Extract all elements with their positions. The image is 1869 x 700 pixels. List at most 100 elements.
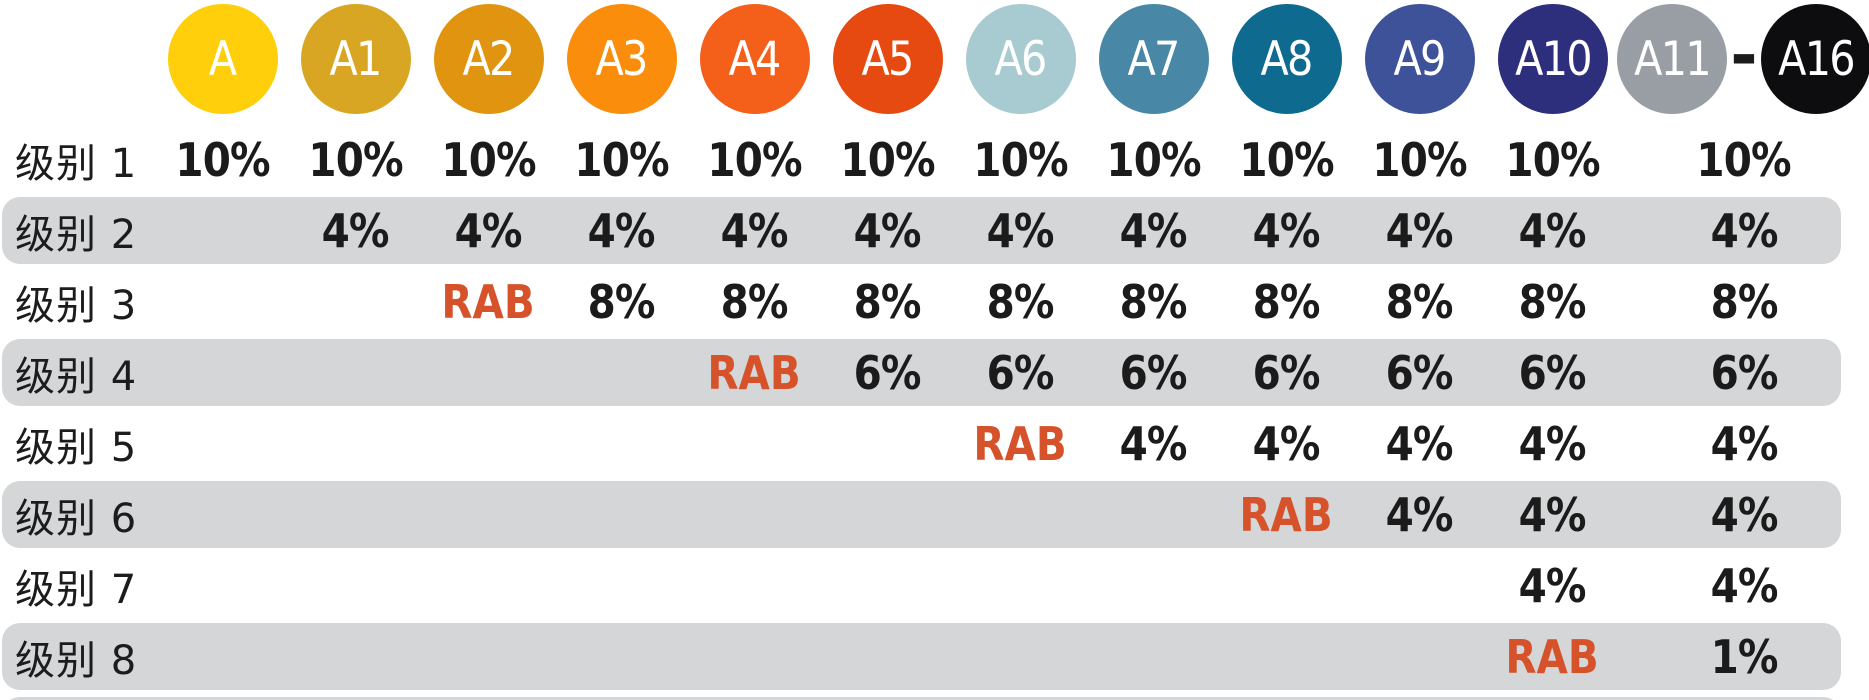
percent-value: 8% [1519, 274, 1587, 329]
percent-value: 10% [175, 132, 270, 187]
value-cell: 4% [1619, 204, 1869, 258]
tier-column-a8: A8 [1220, 4, 1353, 114]
percent-value: 10% [1505, 132, 1600, 187]
value-cell: 6% [1220, 346, 1353, 400]
tier-header: A A1 A2 A3 A4 A5 A6 A7 A8 A9 A10 A11- A16 [0, 0, 1869, 120]
table-row-level-6: 级别 6 RAB 4% 4% 4% [0, 479, 1869, 550]
rab-marker: RAB [973, 416, 1068, 471]
tier-column-a10: A10 [1486, 4, 1619, 114]
tier-column-a11-a16: A11- A16 [1617, 4, 1869, 114]
percent-value: 6% [1120, 345, 1188, 400]
value-cell: 4% [1486, 204, 1619, 258]
cropped-row-band [2, 697, 1841, 700]
percent-value: 10% [840, 132, 935, 187]
percent-value: 10% [1372, 132, 1467, 187]
value-cell: 4% [1087, 417, 1220, 471]
value-cell: 10% [1087, 133, 1220, 187]
percent-value: 6% [1710, 345, 1779, 400]
row-label-cell: 级别 1 [0, 131, 156, 189]
value-cell: RAB [1486, 630, 1619, 684]
tier-circle-a16: A16 [1760, 4, 1869, 114]
value-cell: 8% [1619, 275, 1869, 329]
percent-value: 4% [1710, 203, 1779, 258]
value-cell: 10% [1619, 133, 1869, 187]
range-dash: - [1730, 16, 1758, 94]
percent-value: 4% [1519, 558, 1587, 613]
tier-label-a4: A4 [728, 31, 782, 87]
percent-value: 1% [1710, 629, 1779, 684]
percent-value: 10% [574, 132, 669, 187]
rab-marker: RAB [441, 274, 536, 329]
rab-marker: RAB [1505, 629, 1600, 684]
table-row-level-1: 级别 1 10% 10% 10% 10% 10% 10% 10% 10% 10% 10% 10% 10% [0, 124, 1869, 195]
percent-value: 4% [1386, 203, 1454, 258]
tier-circle-a9: A9 [1364, 4, 1475, 114]
tier-circle-a8: A8 [1231, 4, 1342, 114]
value-cell: 10% [555, 133, 688, 187]
percent-value: 8% [1120, 274, 1188, 329]
value-cell: 4% [1486, 417, 1619, 471]
value-cell: 10% [422, 133, 555, 187]
table-row-level-2: 级别 2 4% 4% 4% 4% 4% 4% 4% 4% 4% 4% 4% [0, 195, 1869, 266]
value-cell: 4% [1619, 488, 1869, 542]
table-row-level-4: 级别 4 RAB 6% 6% 6% 6% 6% 6% 6% [0, 337, 1869, 408]
tier-label-a: A [209, 31, 237, 87]
percent-value: 4% [1519, 416, 1587, 471]
percent-value: 4% [1710, 487, 1779, 542]
tier-circle-a: A [167, 4, 278, 114]
percent-value: 10% [1239, 132, 1334, 187]
table-row-level-7: 级别 7 4% 4% [0, 550, 1869, 621]
percent-value: 4% [1120, 203, 1188, 258]
row-label: 级别 2 [15, 211, 138, 258]
row-label: 级别 6 [15, 495, 138, 542]
value-cell: 6% [1087, 346, 1220, 400]
percent-value: 10% [1696, 132, 1792, 187]
tier-label-a10: A10 [1514, 31, 1592, 87]
row-label: 级别 1 [15, 140, 138, 187]
tier-column-a4: A4 [688, 4, 821, 114]
percent-value: 8% [1386, 274, 1454, 329]
percent-value: 8% [987, 274, 1055, 329]
percent-value: 4% [588, 203, 656, 258]
value-cell: 4% [289, 204, 422, 258]
value-cell: 10% [289, 133, 422, 187]
tier-circle-a1: A1 [300, 4, 411, 114]
value-cell: 4% [821, 204, 954, 258]
percent-value: 6% [1519, 345, 1587, 400]
value-cell: 4% [1619, 417, 1869, 471]
table-row-level-5: 级别 5 RAB 4% 4% 4% 4% 4% [0, 408, 1869, 479]
row-label: 级别 8 [15, 637, 138, 684]
tier-circle-a4: A4 [699, 4, 810, 114]
tier-circle-a5: A5 [832, 4, 943, 114]
value-cell: RAB [422, 275, 555, 329]
tier-label-a9: A9 [1393, 31, 1447, 87]
percent-value: 4% [1710, 416, 1779, 471]
tier-label-a16: A16 [1777, 31, 1855, 87]
percent-value: 6% [1386, 345, 1454, 400]
tier-label-a1: A1 [329, 31, 383, 87]
value-cell: 4% [1619, 559, 1869, 613]
percent-value: 10% [973, 132, 1068, 187]
percent-value: 8% [588, 274, 656, 329]
percent-value: 8% [721, 274, 789, 329]
tier-label-a6: A6 [994, 31, 1048, 87]
percent-value: 6% [987, 345, 1055, 400]
tier-label-a5: A5 [861, 31, 915, 87]
percent-value: 4% [455, 203, 523, 258]
value-cell: 4% [1220, 417, 1353, 471]
row-label-cell: 级别 6 [0, 486, 156, 544]
row-label: 级别 3 [15, 282, 138, 329]
row-label: 级别 5 [15, 424, 138, 471]
table-row-level-8: 级别 8 RAB 1% [0, 621, 1869, 692]
percent-value: 10% [707, 132, 802, 187]
value-cell: 8% [1353, 275, 1486, 329]
tier-circle-a11: A11 [1617, 4, 1728, 114]
value-cell: 6% [1486, 346, 1619, 400]
percent-value: 4% [1710, 558, 1779, 613]
value-cell: 8% [688, 275, 821, 329]
value-cell: 4% [1220, 204, 1353, 258]
tier-label-a3: A3 [595, 31, 649, 87]
percent-value: 10% [441, 132, 536, 187]
percent-value: 4% [1519, 487, 1587, 542]
value-cell: 4% [555, 204, 688, 258]
